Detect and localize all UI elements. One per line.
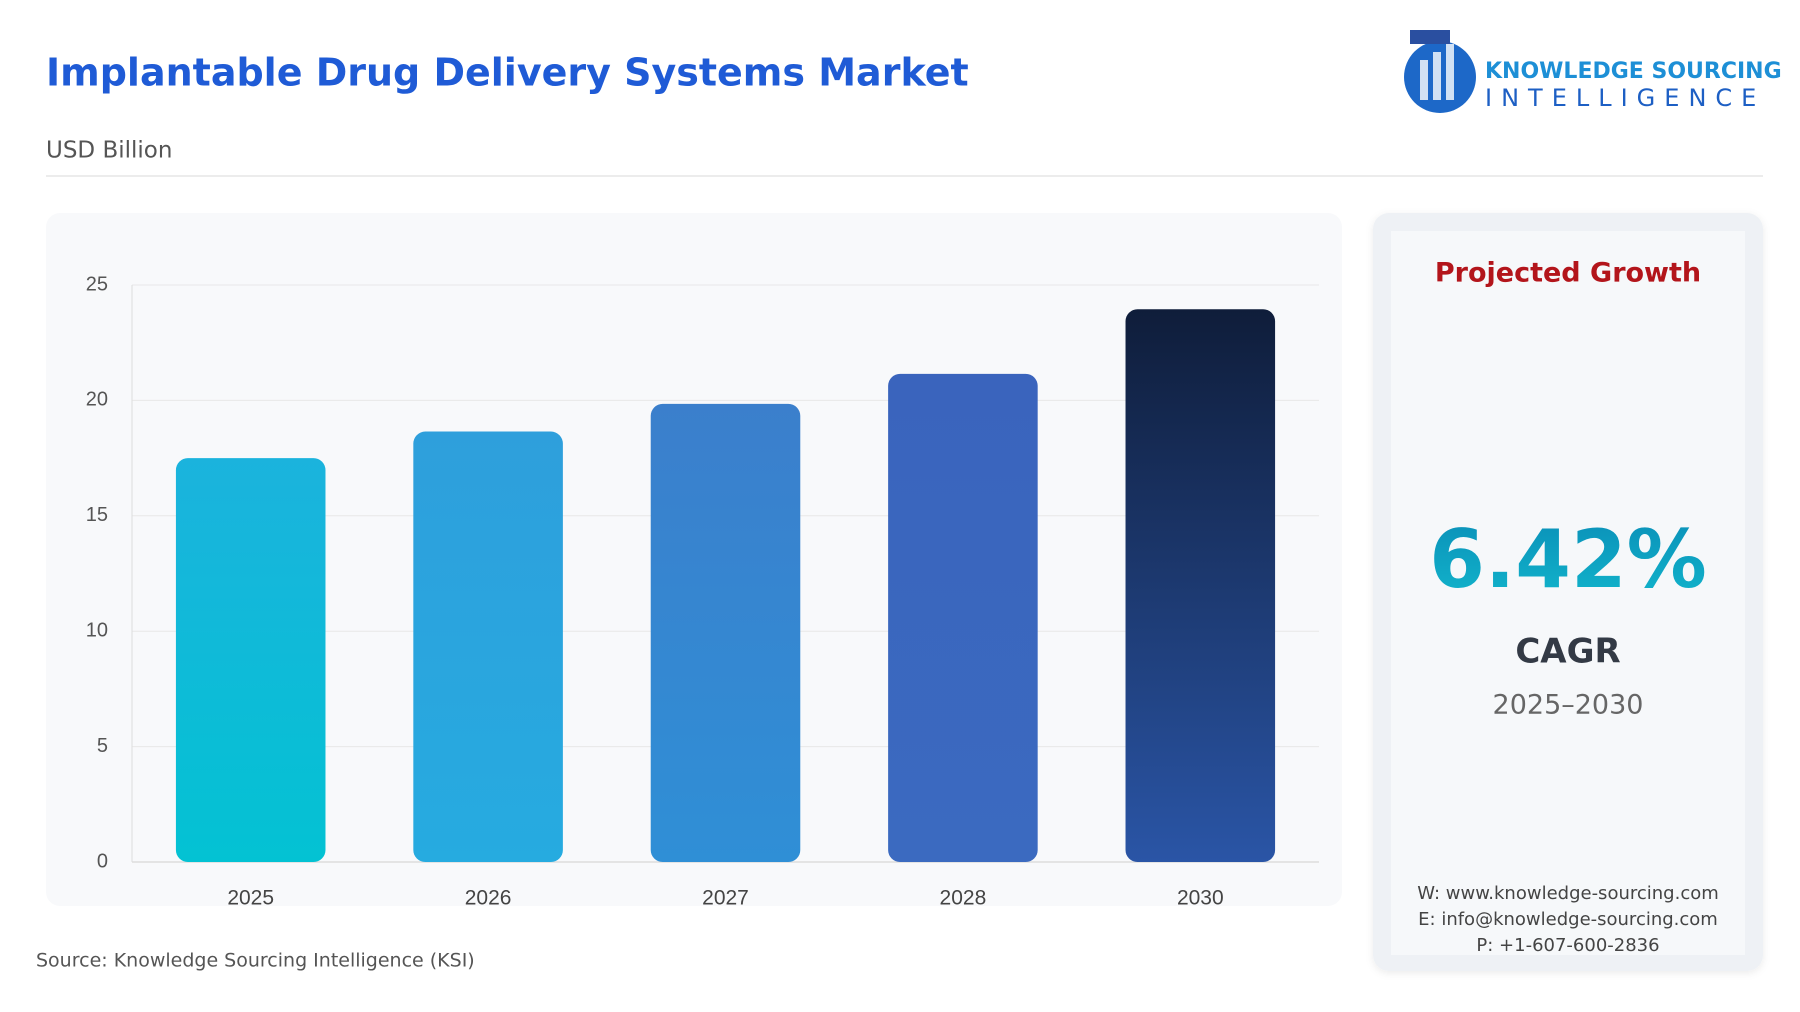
logo-bar [1433,52,1441,100]
cagr-label: CAGR [1515,632,1620,672]
bar [413,431,563,862]
cagr-period: 2025–2030 [1493,690,1644,721]
logo-bar [1446,44,1454,100]
contact-email: E: info@knowledge-sourcing.com [1418,909,1718,930]
logo-text: INTELLIGENCE [1485,84,1765,112]
logo-blocks [1410,30,1450,44]
contact-phone: P: +1-607-600-2836 [1476,935,1659,956]
bar [1125,309,1276,862]
cagr-value: 6.42% [1429,513,1707,606]
subtitle: USD Billion [46,138,172,164]
y-tick-label: 15 [86,504,108,526]
y-tick-label: 25 [86,273,108,295]
y-tick-label: 5 [97,735,108,757]
bar [650,403,801,862]
x-tick-label: 2027 [702,887,749,910]
source-note: Source: Knowledge Sourcing Intelligence … [36,950,475,972]
logo: KNOWLEDGE SOURCING INTELLIGENCE [1404,30,1782,113]
x-tick-label: 2028 [940,887,987,910]
y-tick-label: 20 [86,389,108,411]
logo-text: KNOWLEDGE SOURCING [1485,59,1782,84]
x-tick-label: 2030 [1177,887,1224,910]
x-tick-label: 2026 [465,887,512,910]
logo-bar [1420,60,1428,100]
bar [175,458,326,862]
page-title: Implantable Drug Delivery Systems Market [46,51,969,95]
y-tick-label: 0 [97,850,108,872]
contact-web: W: www.knowledge-sourcing.com [1417,883,1719,904]
bar [888,373,1038,862]
cagr-card-inner [1391,231,1745,955]
x-tick-label: 2025 [227,887,274,910]
y-tick-label: 10 [86,619,108,641]
card-heading: Projected Growth [1435,258,1701,289]
